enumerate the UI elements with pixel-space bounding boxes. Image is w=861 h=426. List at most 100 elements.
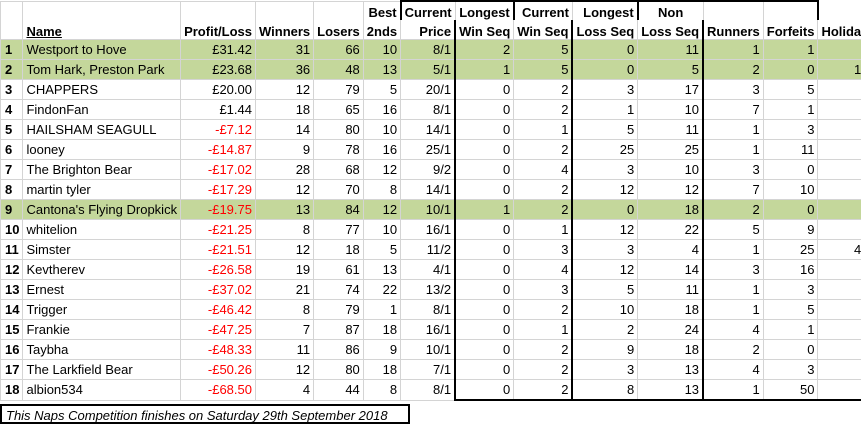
cell-holiday: 43 bbox=[817, 239, 861, 260]
cell-longest-loss-seq: 17 bbox=[637, 79, 705, 100]
cell-current-win-seq: 0 bbox=[454, 339, 515, 360]
cell-position: 14 bbox=[0, 299, 24, 320]
cell-profit-loss: -£68.50 bbox=[180, 379, 256, 401]
cell-holiday: 0 bbox=[817, 79, 861, 100]
cell-winners: 19 bbox=[254, 259, 315, 280]
cell-profit-loss: -£21.51 bbox=[180, 239, 256, 260]
cell-best-price: 14/1 bbox=[400, 179, 456, 200]
cell-best-price: 7/1 bbox=[400, 359, 456, 380]
cell-2nds: 8 bbox=[362, 379, 402, 401]
cell-best-price: 4/1 bbox=[400, 259, 456, 280]
cell-losers: 66 bbox=[313, 39, 364, 60]
table-row: 2 Tom Hark, Preston Park £23.68 36 48 13 5/1 1 5… bbox=[0, 59, 861, 80]
cell-forfeits: 0 bbox=[762, 159, 819, 180]
cell-holiday: 0 bbox=[817, 159, 861, 180]
cell-position: 4 bbox=[0, 99, 24, 120]
cell-2nds: 18 bbox=[362, 359, 402, 380]
cell-current-loss-seq: 3 bbox=[571, 79, 639, 100]
cell-current-win-seq: 0 bbox=[454, 379, 515, 401]
cell-longest-win-seq: 1 bbox=[513, 219, 574, 240]
cell-non-runners: 3 bbox=[702, 79, 764, 100]
cell-current-loss-seq: 0 bbox=[571, 39, 639, 60]
cell-winners: 11 bbox=[254, 339, 315, 360]
cell-profit-loss: £1.44 bbox=[180, 99, 256, 120]
cell-holiday: 0 bbox=[817, 199, 861, 220]
header-cur-loss-1: Current bbox=[513, 0, 573, 20]
cell-longest-win-seq: 5 bbox=[513, 39, 574, 60]
cell-forfeits: 1 bbox=[762, 319, 819, 340]
cell-longest-loss-seq: 25 bbox=[637, 139, 705, 160]
cell-2nds: 5 bbox=[362, 79, 402, 100]
cell-forfeits: 1 bbox=[762, 99, 819, 120]
cell-current-win-seq: 0 bbox=[454, 99, 515, 120]
cell-holiday: 1 bbox=[817, 119, 861, 140]
cell-winners: 13 bbox=[254, 199, 315, 220]
cell-name: Trigger bbox=[22, 299, 182, 320]
cell-holiday: 0 bbox=[817, 39, 861, 60]
cell-position: 10 bbox=[0, 219, 24, 240]
table-row: 17 The Larkfield Bear -£50.26 12 80 18 7/1 0 2 3 1… bbox=[0, 359, 861, 380]
cell-non-runners: 3 bbox=[702, 259, 764, 280]
cell-winners: 9 bbox=[254, 139, 315, 160]
cell-name: albion534 bbox=[22, 379, 182, 401]
cell-profit-loss: -£17.29 bbox=[180, 179, 256, 200]
cell-profit-loss: -£14.87 bbox=[180, 139, 256, 160]
cell-forfeits: 0 bbox=[762, 339, 819, 360]
cell-profit-loss: -£17.02 bbox=[180, 159, 256, 180]
header-row-1: Best Current Longest Current Longest Non bbox=[0, 0, 861, 20]
cell-position: 17 bbox=[0, 359, 24, 380]
cell-losers: 77 bbox=[313, 219, 364, 240]
cell-current-loss-seq: 1 bbox=[571, 99, 639, 120]
cell-current-win-seq: 0 bbox=[454, 219, 515, 240]
cell-2nds: 18 bbox=[362, 319, 402, 340]
cell-current-loss-seq: 12 bbox=[571, 219, 639, 240]
header-forfeits: Forfeits bbox=[762, 20, 819, 40]
cell-best-price: 9/2 bbox=[400, 159, 456, 180]
cell-name: FindonFan bbox=[22, 99, 182, 120]
cell-longest-loss-seq: 11 bbox=[637, 279, 705, 300]
cell-holiday: 0 bbox=[817, 279, 861, 300]
cell-holiday: 13 bbox=[817, 59, 861, 80]
cell-winners: 36 bbox=[254, 59, 315, 80]
cell-2nds: 13 bbox=[362, 59, 402, 80]
cell-2nds: 10 bbox=[362, 39, 402, 60]
cell-longest-win-seq: 2 bbox=[513, 199, 574, 220]
cell-position: 18 bbox=[0, 379, 24, 401]
cell-winners: 8 bbox=[254, 299, 315, 320]
cell-losers: 44 bbox=[313, 379, 364, 401]
cell-position: 6 bbox=[0, 139, 24, 160]
cell-best-price: 5/1 bbox=[400, 59, 456, 80]
cell-longest-win-seq: 3 bbox=[513, 239, 574, 260]
cell-2nds: 1 bbox=[362, 299, 402, 320]
cell-non-runners: 1 bbox=[702, 239, 764, 260]
cell-2nds: 12 bbox=[362, 159, 402, 180]
cell-current-loss-seq: 12 bbox=[571, 259, 639, 280]
cell-2nds: 12 bbox=[362, 199, 402, 220]
cell-name: The Brighton Bear bbox=[22, 159, 182, 180]
cell-name: Westport to Hove bbox=[22, 39, 182, 60]
cell-profit-loss: -£37.02 bbox=[180, 279, 256, 300]
cell-longest-loss-seq: 18 bbox=[637, 299, 705, 320]
cell-longest-win-seq: 4 bbox=[513, 259, 574, 280]
cell-name: HAILSHAM SEAGULL bbox=[22, 119, 182, 140]
cell-losers: 87 bbox=[313, 319, 364, 340]
cell-current-win-seq: 0 bbox=[454, 299, 515, 320]
header-cur-loss-2: Loss Seq bbox=[571, 20, 639, 40]
cell-best-price: 25/1 bbox=[400, 139, 456, 160]
cell-best-price: 14/1 bbox=[400, 119, 456, 140]
cell-profit-loss: -£48.33 bbox=[180, 339, 256, 360]
cell-current-loss-seq: 25 bbox=[571, 139, 639, 160]
header-losers: Losers bbox=[313, 20, 364, 40]
cell-forfeits: 10 bbox=[762, 179, 819, 200]
cell-name: Ernest bbox=[22, 279, 182, 300]
cell-winners: 12 bbox=[254, 79, 315, 100]
cell-position: 1 bbox=[0, 39, 24, 60]
cell-2nds: 16 bbox=[362, 99, 402, 120]
cell-winners: 31 bbox=[254, 39, 315, 60]
cell-longest-loss-seq: 4 bbox=[637, 239, 705, 260]
cell-profit-loss: £23.68 bbox=[180, 59, 256, 80]
cell-current-loss-seq: 0 bbox=[571, 59, 639, 80]
